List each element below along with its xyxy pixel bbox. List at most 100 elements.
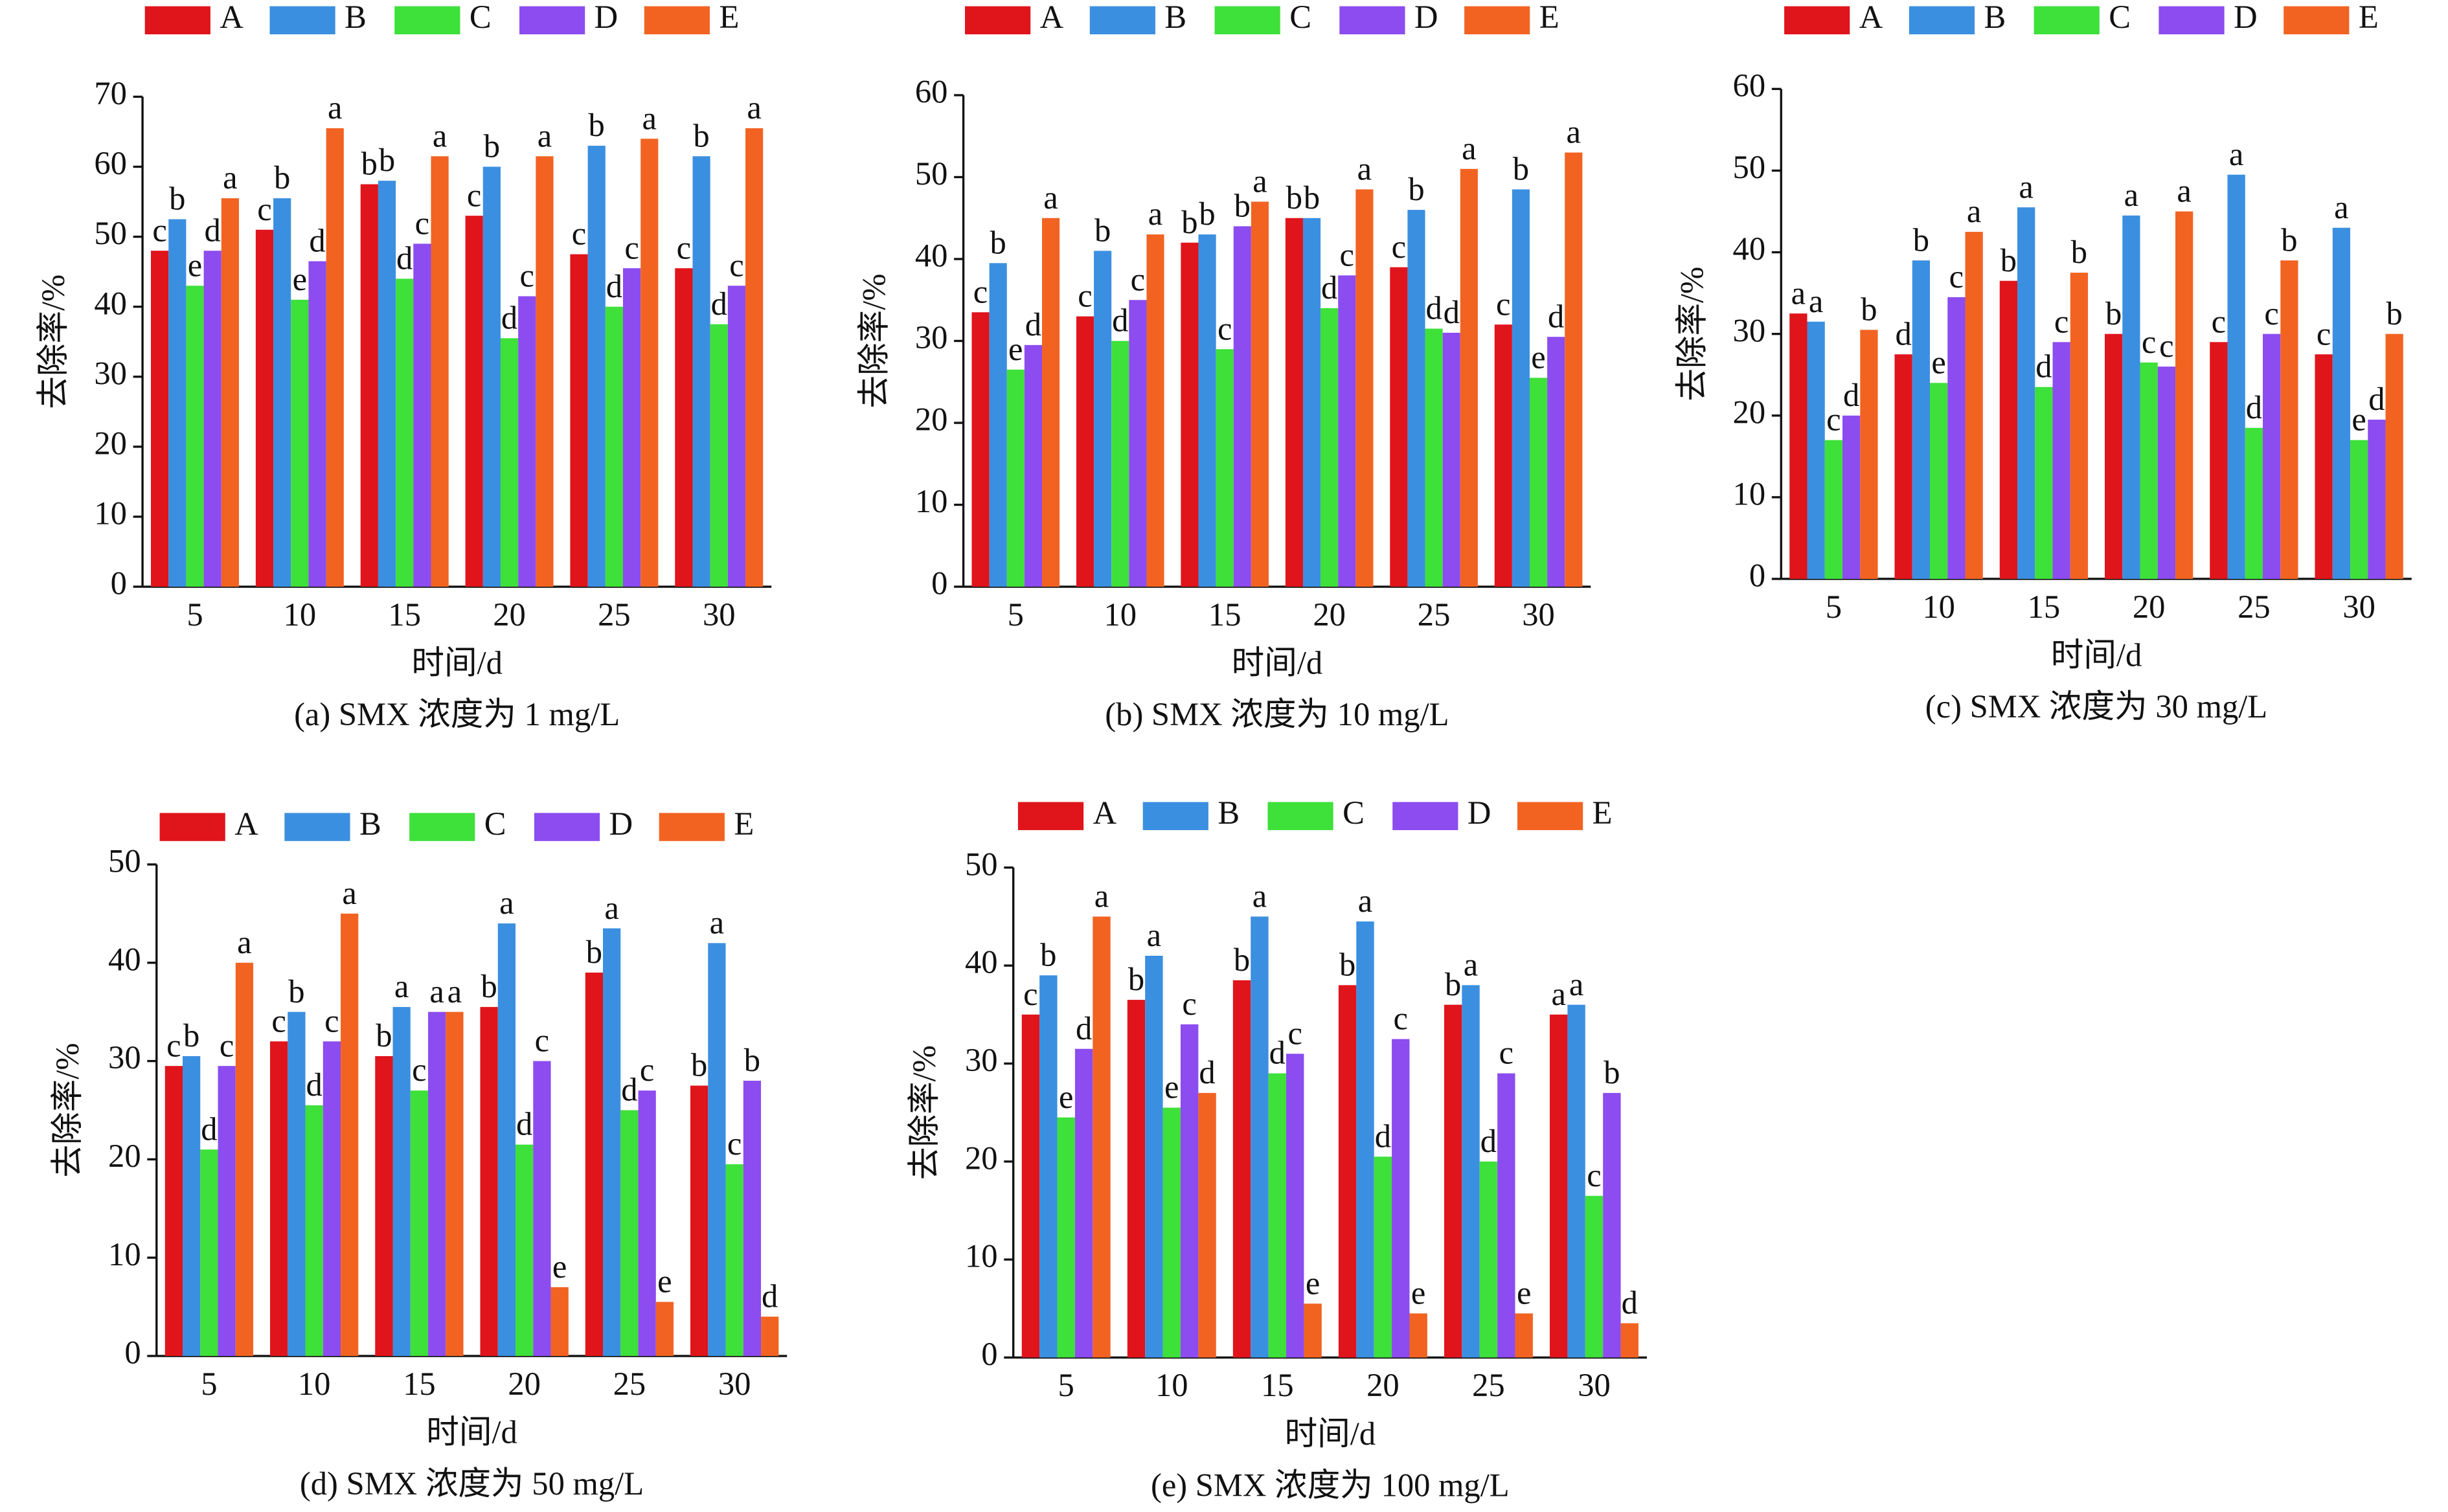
bar	[1233, 226, 1251, 587]
y-tick-label: 30	[108, 1039, 141, 1076]
significance-letter: c	[535, 1022, 549, 1059]
significance-letter: c	[624, 229, 639, 265]
significance-letter: e	[1531, 339, 1545, 376]
bar	[2315, 354, 2333, 579]
significance-letter: a	[1464, 946, 1478, 982]
y-tick-label: 40	[965, 944, 998, 980]
x-tick-label: 5	[1058, 1367, 1074, 1403]
significance-letter: e	[657, 1263, 672, 1300]
legend-label: B	[1164, 0, 1186, 35]
bar	[690, 1085, 708, 1357]
bar	[1162, 1107, 1181, 1358]
bar	[375, 1056, 393, 1357]
significance-letter: a	[223, 159, 237, 196]
significance-letter: d	[2368, 381, 2385, 417]
significance-letter: a	[429, 973, 444, 1010]
significance-letter: a	[1252, 163, 1267, 199]
bar	[533, 1061, 551, 1357]
bar	[360, 184, 378, 587]
y-tick-label: 20	[94, 425, 127, 461]
legend-swatch	[644, 6, 710, 35]
significance-letter: d	[1895, 315, 1911, 352]
y-tick-label: 60	[915, 74, 948, 110]
x-tick-label: 5	[187, 596, 203, 633]
significance-letter: a	[1043, 179, 1058, 216]
y-tick-label: 70	[94, 75, 127, 111]
bar	[1024, 344, 1042, 587]
bar	[1216, 349, 1234, 587]
significance-letter: d	[1375, 1118, 1391, 1154]
significance-letter: a	[328, 89, 342, 126]
significance-letter: a	[1357, 151, 1372, 187]
bar	[1093, 916, 1111, 1358]
significance-letter: d	[1076, 1010, 1092, 1046]
bar	[288, 1011, 306, 1357]
y-tick-label: 40	[915, 238, 948, 274]
bar	[2122, 215, 2140, 579]
bar	[1462, 985, 1480, 1358]
significance-letter: a	[1567, 114, 1581, 150]
legend-swatch	[394, 6, 460, 35]
significance-letter: a	[710, 905, 724, 941]
bar	[623, 268, 641, 587]
significance-letter: a	[2124, 177, 2138, 213]
x-tick-label: 20	[1313, 596, 1346, 633]
x-tick-label: 25	[1472, 1367, 1505, 1403]
significance-letter: c	[2142, 324, 2156, 360]
significance-letter: b	[1094, 212, 1111, 248]
bar	[605, 306, 624, 587]
bar	[1198, 1092, 1216, 1358]
significance-letter: c	[1394, 1000, 1408, 1037]
bar	[1006, 369, 1025, 587]
bar	[2175, 211, 2193, 579]
bar	[550, 1287, 569, 1357]
bar	[1842, 415, 1861, 579]
bar	[1409, 1313, 1427, 1358]
x-tick-label: 10	[1922, 589, 1955, 625]
significance-letter: a	[747, 89, 761, 126]
bar	[1057, 1117, 1075, 1358]
bar	[1547, 337, 1565, 587]
x-tick-label: 25	[2238, 589, 2271, 625]
significance-letter: d	[309, 223, 325, 259]
significance-letter: d	[2246, 389, 2262, 425]
x-tick-label: 30	[718, 1366, 751, 1402]
legend-label: E	[734, 806, 754, 842]
significance-letter: d	[711, 286, 727, 322]
bar	[761, 1316, 779, 1357]
bar	[1146, 234, 1164, 587]
significance-letter: d	[201, 1111, 217, 1147]
bar	[1585, 1195, 1604, 1358]
bar	[2035, 387, 2053, 579]
legend-label: A	[234, 806, 258, 842]
significance-letter: b	[1913, 221, 1929, 258]
bar	[1181, 242, 1199, 587]
significance-letter: e	[1517, 1274, 1531, 1311]
significance-letter: c	[2212, 303, 2226, 339]
significance-letter: a	[1148, 196, 1162, 232]
significance-letter: d	[501, 299, 517, 335]
legend-label: C	[484, 806, 506, 842]
bar	[727, 286, 746, 587]
significance-letter: b	[169, 181, 185, 217]
significance-letter: d	[205, 212, 221, 248]
x-tick-label: 15	[1208, 596, 1241, 633]
y-axis-label: 去除率/%	[856, 274, 892, 409]
significance-letter: c	[2054, 303, 2068, 339]
legend-swatch	[659, 813, 725, 841]
significance-letter: a	[1094, 878, 1109, 914]
bar	[1094, 251, 1112, 587]
legend-swatch	[1089, 6, 1155, 35]
y-tick-label: 50	[1733, 149, 1766, 185]
significance-letter: b	[484, 128, 500, 164]
x-tick-label: 20	[508, 1366, 541, 1402]
significance-letter: d	[1199, 1054, 1215, 1090]
y-tick-label: 0	[124, 1335, 141, 1371]
significance-letter: c	[1340, 236, 1354, 273]
bar	[1180, 1024, 1199, 1358]
legend-label: E	[2359, 0, 2379, 35]
bar	[2105, 333, 2123, 579]
significance-letter: a	[1569, 966, 1583, 1002]
significance-letter: c	[1131, 261, 1145, 297]
bar	[413, 243, 431, 587]
